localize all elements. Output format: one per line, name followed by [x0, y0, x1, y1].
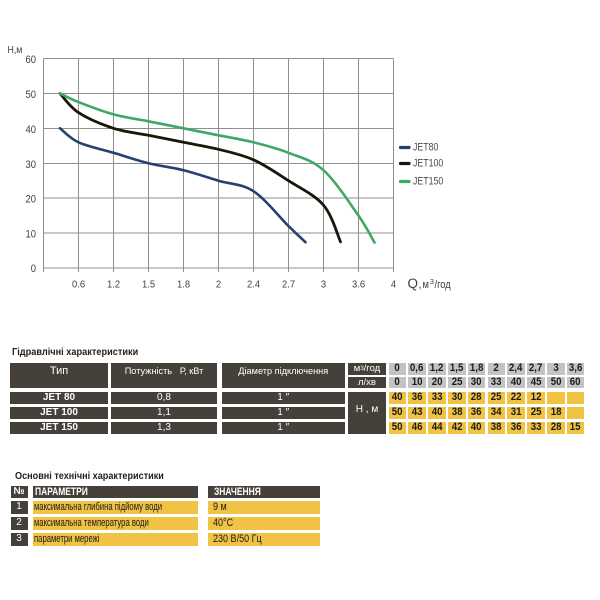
- svg-text:3.6: 3.6: [352, 279, 366, 291]
- svg-text:,: ,: [419, 279, 422, 291]
- svg-text:2: 2: [216, 279, 222, 291]
- svg-text:3: 3: [321, 279, 327, 291]
- svg-text:JET150: JET150: [413, 176, 444, 188]
- svg-text:10: 10: [25, 229, 36, 241]
- svg-text:/год: /год: [435, 279, 451, 291]
- svg-text:2.7: 2.7: [282, 279, 296, 291]
- svg-text:20: 20: [25, 194, 36, 206]
- svg-text:Н,м: Н,м: [8, 44, 23, 56]
- svg-text:Q: Q: [408, 276, 419, 291]
- svg-text:4: 4: [391, 279, 397, 291]
- svg-text:0.6: 0.6: [72, 279, 86, 291]
- svg-text:30: 30: [25, 159, 36, 171]
- svg-text:1.2: 1.2: [107, 279, 121, 291]
- svg-text:1.5: 1.5: [142, 279, 156, 291]
- svg-text:60: 60: [25, 54, 36, 66]
- svg-text:1.8: 1.8: [177, 279, 191, 291]
- svg-text:40: 40: [25, 124, 36, 136]
- svg-text:50: 50: [25, 89, 36, 101]
- svg-text:3: 3: [430, 277, 434, 286]
- svg-text:2.4: 2.4: [247, 279, 261, 291]
- svg-text:JET80: JET80: [413, 142, 439, 154]
- svg-text:м: м: [423, 279, 429, 291]
- svg-text:0: 0: [31, 263, 37, 275]
- svg-text:JET100: JET100: [413, 158, 444, 170]
